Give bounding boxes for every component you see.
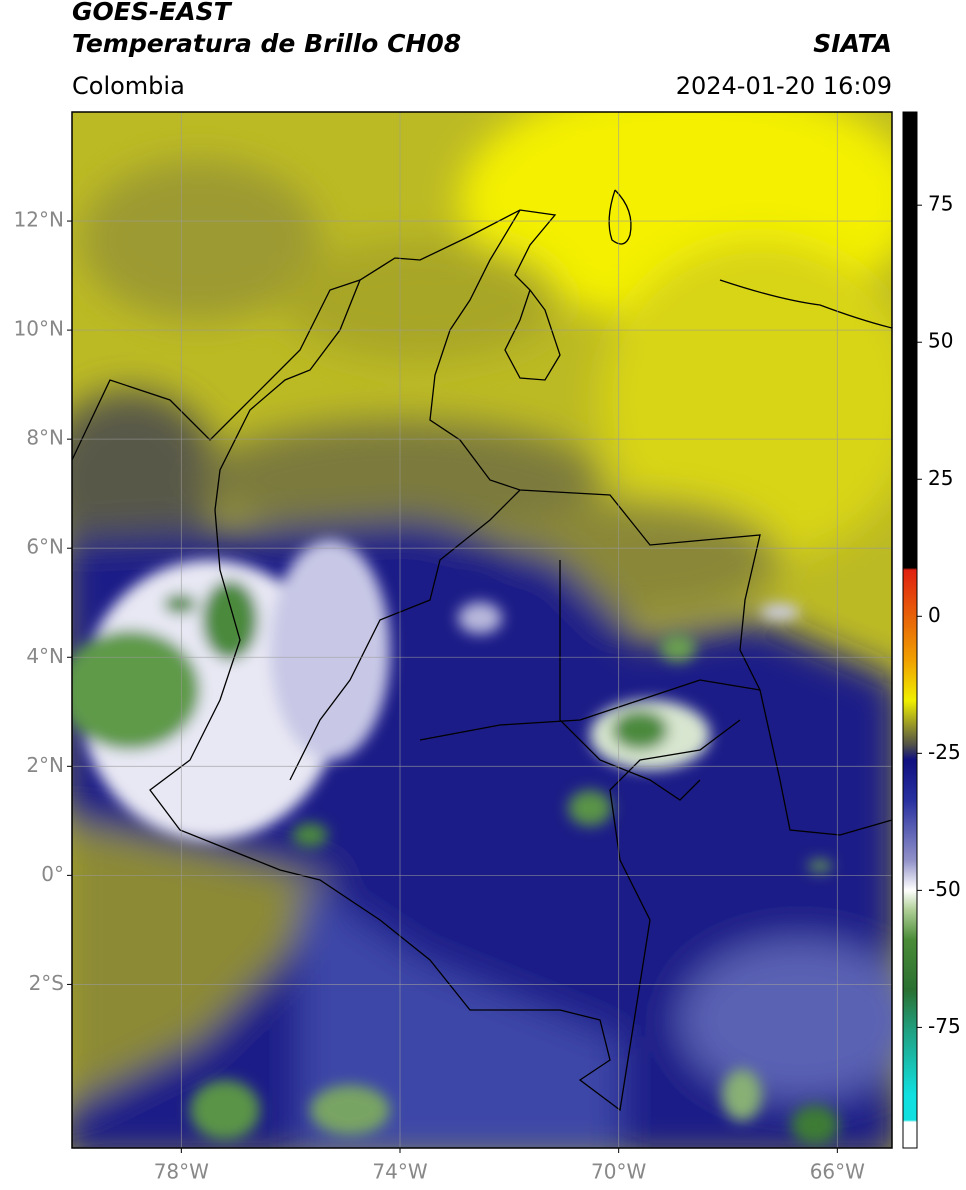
x-tick-label: 70°W	[591, 1160, 646, 1184]
product: Temperatura de Brillo CH08	[72, 29, 461, 58]
labels: 78°W 74°W 70°W 66°W 12°N 10°N 8°N 6°N 4°N 2°N 0° 2°…	[14, 192, 961, 1184]
colorbar	[902, 111, 918, 1149]
y-tick-label: 2°N	[26, 753, 64, 777]
y-tick-label: 10°N	[14, 317, 64, 341]
y-tick-label: 12°N	[14, 208, 64, 232]
grid	[72, 112, 892, 1148]
colorbar-tick-label: -50	[928, 877, 961, 901]
colorbar-tick-label: 75	[928, 192, 953, 216]
colorbar-tick-label: -75	[928, 1014, 961, 1038]
y-tick-label: 6°N	[26, 535, 64, 559]
region: Colombia	[72, 72, 185, 100]
satellite: GOES-EAST	[72, 0, 233, 26]
x-tick-label: 66°W	[810, 1160, 865, 1184]
map-frame	[71, 111, 893, 1149]
x-tick-label: 74°W	[372, 1160, 427, 1184]
y-tick-label: 0°	[41, 862, 64, 886]
y-tick-label: 8°N	[26, 426, 64, 450]
colorbar-tick-label: -25	[928, 740, 961, 764]
satellite-image	[72, 112, 892, 1148]
y-tick-label: 4°N	[26, 644, 64, 668]
datetime: 2024-01-20 16:09	[676, 72, 892, 100]
colorbar-tick-label: 0	[928, 603, 941, 627]
x-tick-label: 78°W	[154, 1160, 209, 1184]
colorbar-tick-label: 25	[928, 466, 953, 490]
colorbar-tick-label: 50	[928, 329, 953, 353]
agency: SIATA	[813, 29, 892, 58]
y-tick-label: 2°S	[29, 971, 64, 995]
